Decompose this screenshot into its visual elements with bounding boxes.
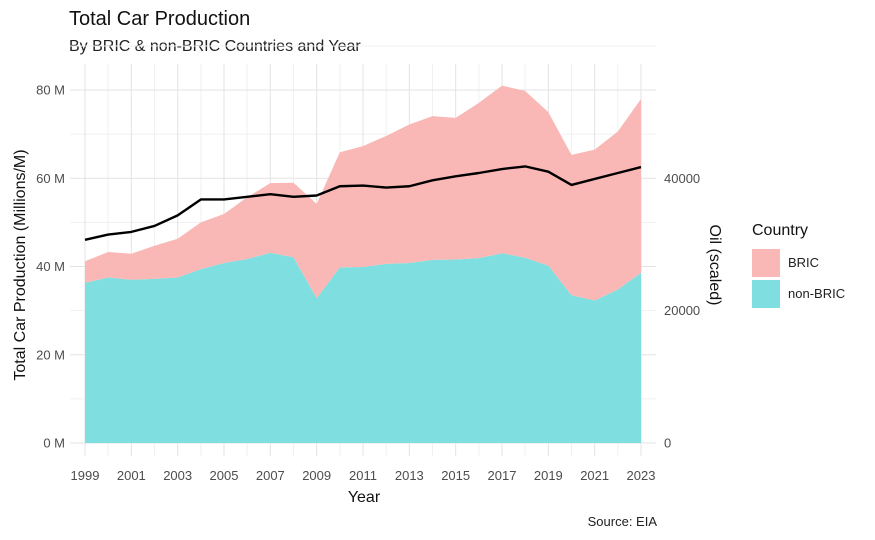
- x-axis-ticks: 1999 2001 2003 2005 2007 2009 2011 2013 2015 2017…: [71, 468, 656, 483]
- oil-line: [84, 165, 642, 242]
- x-tick-label: 2001: [117, 468, 146, 483]
- legend-label-bric: BRIC: [788, 255, 820, 270]
- legend: Country BRIC non-BRIC: [752, 222, 845, 310]
- y-tick-label: 0 M: [43, 436, 65, 451]
- y-tick-label: 80 M: [36, 83, 65, 98]
- y2-tick-label: 40000: [664, 171, 700, 186]
- y2-axis-title: Oil (scaled): [706, 225, 723, 306]
- x-tick-label: 2003: [163, 468, 192, 483]
- y-tick-label: 20 M: [36, 347, 65, 362]
- x-tick-label: 2015: [441, 468, 470, 483]
- x-tick-label: 2007: [256, 468, 285, 483]
- chart-title: Total Car Production: [69, 8, 251, 30]
- x-axis-title: Year: [348, 489, 381, 506]
- area-bric: [85, 85, 641, 301]
- x-tick-label: 2009: [302, 468, 331, 483]
- x-tick-label: 1999: [71, 468, 100, 483]
- x-tick-label: 2017: [488, 468, 517, 483]
- y2-tick-label: 20000: [664, 303, 700, 318]
- chart-subtitle: By BRIC & non-BRIC Countries and Year: [69, 38, 361, 55]
- x-tick-label: 2021: [580, 468, 609, 483]
- y-axis-title: Total Car Production (Millions/M): [12, 149, 29, 380]
- x-tick-label: 2013: [395, 468, 424, 483]
- stacked-areas: [85, 85, 641, 443]
- x-tick-label: 2005: [210, 468, 239, 483]
- legend-swatch-bric: [752, 248, 780, 277]
- oil-line-layer: [84, 165, 642, 242]
- x-tick-label: 2023: [627, 468, 656, 483]
- source-caption: Source: EIA: [587, 514, 657, 529]
- legend-label-non-bric: non-BRIC: [788, 286, 846, 301]
- y-tick-label: 60 M: [36, 171, 65, 186]
- legend-item-bric: BRIC: [752, 248, 845, 277]
- y-axis-ticks: 0 M 20 M 40 M 60 M 80 M: [36, 83, 65, 451]
- area-non-bric: [85, 252, 641, 443]
- legend-title: Country: [752, 222, 809, 239]
- y-tick-label: 40 M: [36, 259, 65, 274]
- legend-item-non-bric: non-BRIC: [752, 279, 845, 308]
- legend-swatch-non-bric: [752, 279, 780, 308]
- y2-tick-label: 0: [664, 436, 671, 451]
- x-tick-label: 2011: [349, 468, 377, 483]
- y2-axis-ticks: 0 20000 40000: [664, 171, 700, 451]
- x-tick-label: 2019: [534, 468, 563, 483]
